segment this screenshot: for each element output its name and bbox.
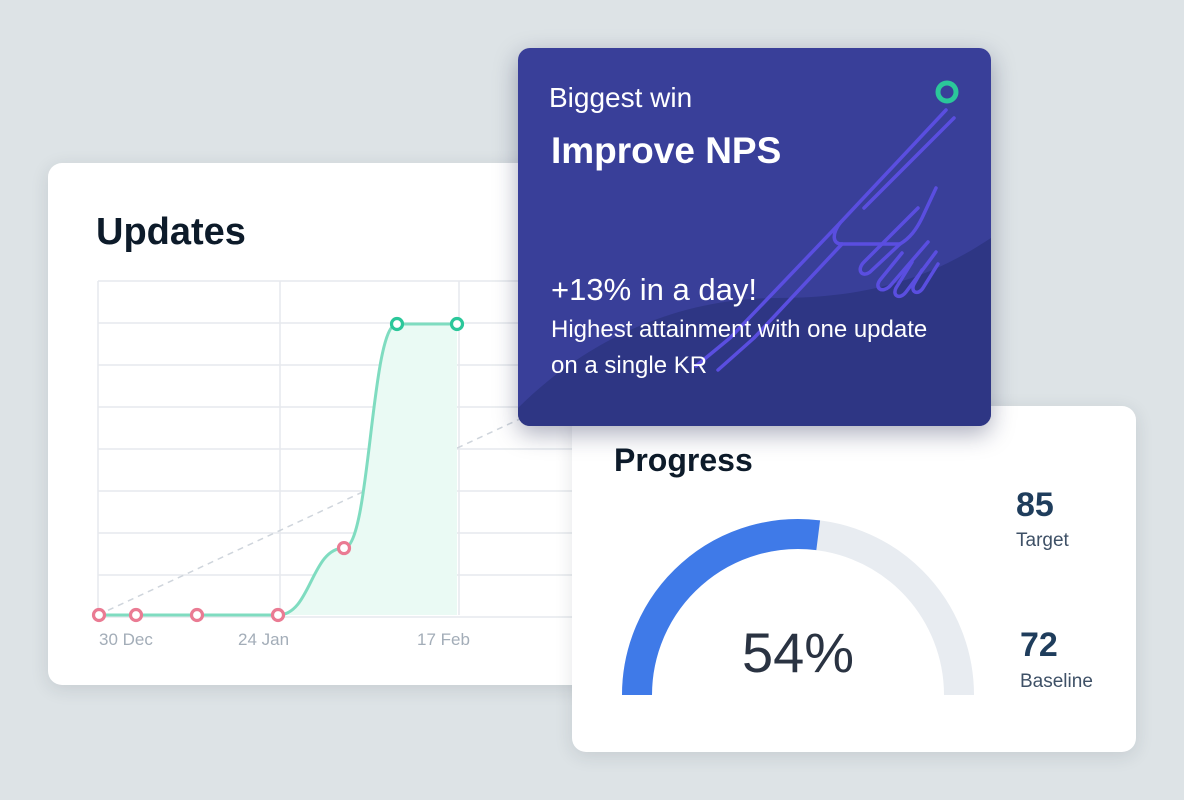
- data-point[interactable]: [449, 316, 465, 332]
- data-point[interactable]: [91, 607, 107, 623]
- data-point[interactable]: [270, 607, 286, 623]
- progress-card: Progress 54% 85 Target 72 Baseline: [572, 406, 1136, 752]
- gauge-fill-arc: [622, 519, 821, 696]
- progress-title: Progress: [614, 442, 753, 478]
- progress-percent: 54%: [741, 621, 855, 684]
- target-value: 85: [1016, 486, 1054, 524]
- progress-gauge: [622, 519, 974, 696]
- x-tick-label: 17 Feb: [417, 630, 470, 649]
- biggest-win-eyebrow: Biggest win: [549, 82, 693, 113]
- data-point[interactable]: [128, 607, 144, 623]
- data-point[interactable]: [336, 540, 352, 556]
- baseline-label: Baseline: [1020, 671, 1093, 692]
- updates-title: Updates: [96, 211, 246, 253]
- data-point[interactable]: [189, 607, 205, 623]
- data-point[interactable]: [389, 316, 405, 332]
- biggest-win-description: Highest attainment with one update on a …: [551, 316, 928, 379]
- series-area: [99, 324, 457, 615]
- highlight-dot: [935, 80, 959, 104]
- pointing-hand-icon: [694, 108, 956, 372]
- background-wave: [518, 238, 991, 426]
- updates-line-chart: 30 Dec 24 Jan 17 Feb: [91, 280, 608, 649]
- biggest-win-title: Improve NPS: [551, 130, 782, 171]
- series-line: [99, 322, 457, 617]
- biggest-win-stat: +13% in a day!: [551, 272, 757, 307]
- baseline-value: 72: [1020, 626, 1058, 664]
- x-tick-label: 30 Dec: [99, 630, 153, 649]
- biggest-win-background: [518, 80, 991, 426]
- target-label: Target: [1016, 530, 1069, 551]
- updates-card: Updates 30 Dec 24 Jan 17 Feb: [48, 163, 608, 685]
- biggest-win-card: Biggest win Improve NPS +13% in a day! H…: [518, 48, 991, 426]
- trend-line: [97, 377, 608, 616]
- x-tick-label: 24 Jan: [238, 630, 289, 649]
